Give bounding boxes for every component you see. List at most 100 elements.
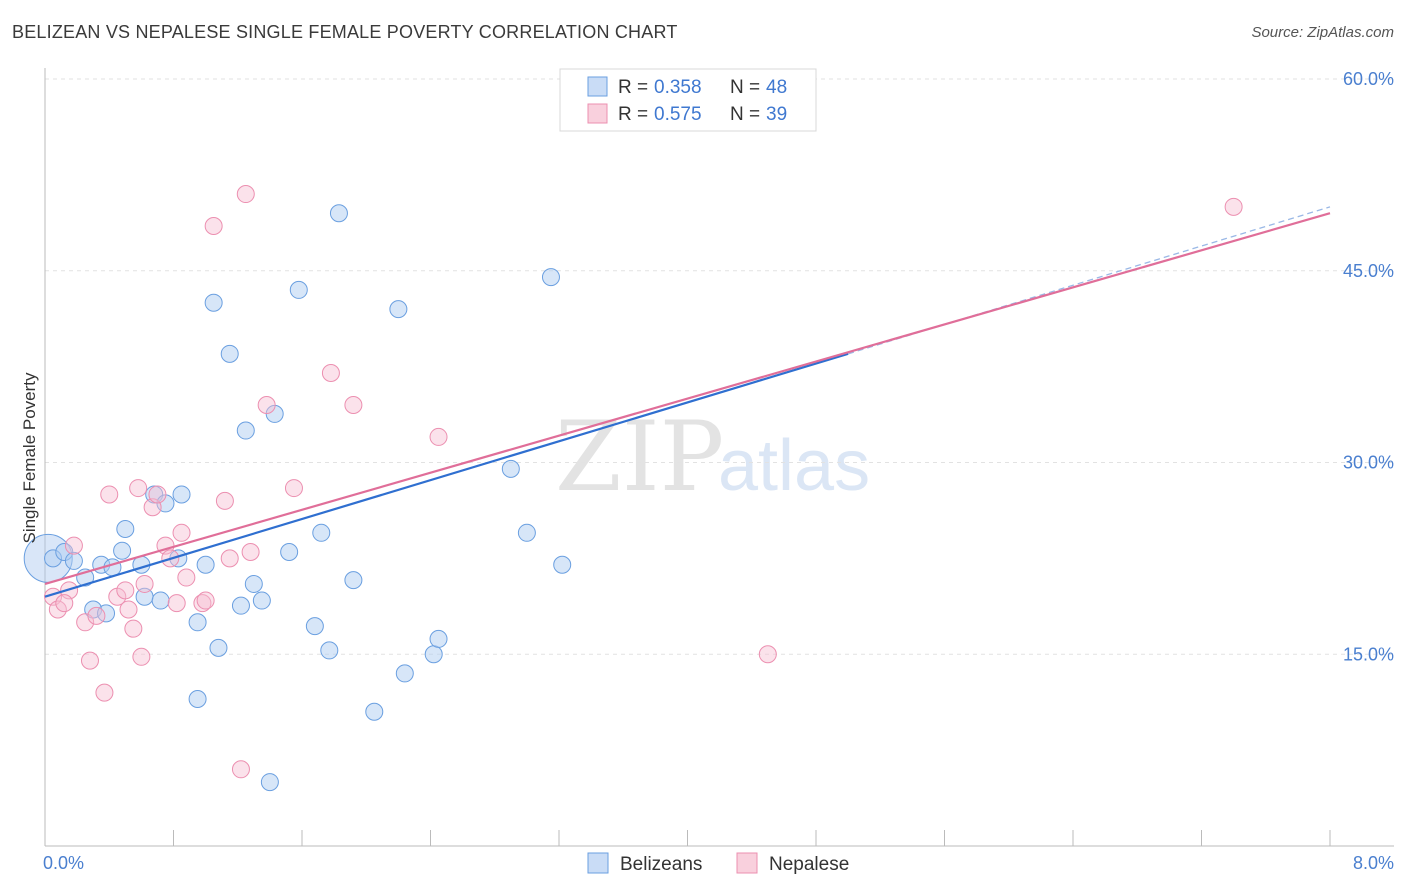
- point-belizeans-34: [344, 571, 363, 590]
- point-belizeans-42: [541, 268, 560, 287]
- point-nepalese-7: [95, 683, 114, 702]
- legend-n-label-1: N =: [730, 77, 760, 98]
- legend-n-value-2: 39: [766, 104, 787, 125]
- point-belizeans-22: [231, 596, 250, 615]
- point-nepalese-38: [196, 591, 215, 610]
- point-nepalese-22: [193, 594, 212, 613]
- point-nepalese-25: [220, 549, 239, 568]
- point-belizeans-18: [196, 555, 215, 574]
- point-belizeans-16: [172, 485, 191, 504]
- point-nepalese-28: [241, 542, 260, 561]
- point-belizeans-29: [289, 280, 308, 299]
- point-belizeans-37: [395, 664, 414, 683]
- point-belizeans-25: [252, 591, 271, 610]
- point-nepalese-14: [135, 574, 154, 593]
- point-nepalese-32: [344, 395, 363, 414]
- point-nepalese-21: [177, 568, 196, 587]
- data-points: [23, 185, 1243, 792]
- point-belizeans-23: [236, 421, 255, 440]
- watermark-atlas: atlas: [718, 426, 870, 506]
- point-nepalese-5: [80, 651, 99, 670]
- point-belizeans-33: [329, 204, 348, 223]
- point-belizeans-21: [220, 344, 239, 363]
- point-belizeans-8: [113, 541, 132, 560]
- point-nepalese-12: [124, 619, 143, 638]
- point-nepalese-37: [132, 647, 151, 666]
- point-belizeans-36: [389, 300, 408, 319]
- point-nepalese-31: [321, 364, 340, 383]
- point-belizeans-43: [553, 555, 572, 574]
- grid-lines: [45, 78, 1394, 655]
- point-nepalese-6: [87, 606, 106, 625]
- legend-swatch-nepalese: [587, 103, 608, 124]
- y-axis-label: Single Female Poverty: [20, 372, 39, 544]
- tick-labels: 15.0% 30.0% 45.0% 60.0% 0.0% 8.0%: [43, 69, 1394, 873]
- legend-r-value-2: 0.575: [654, 104, 702, 125]
- point-nepalese-4: [76, 613, 95, 632]
- point-belizeans-38: [424, 645, 443, 664]
- point-nepalese-29: [257, 395, 276, 414]
- trend-line-belizeans: [44, 352, 849, 598]
- bottom-legend-swatch-nepalese: [736, 852, 758, 874]
- legend-swatch-belizeans: [587, 76, 608, 97]
- legend-n-label-2: N =: [730, 104, 760, 125]
- axes: [44, 68, 1394, 847]
- trend-lines: [44, 206, 1331, 598]
- trend-line-nepalese: [44, 212, 1331, 585]
- legend-r-value-1: 0.358: [654, 77, 702, 98]
- bottom-legend-swatch-belizeans: [587, 852, 609, 874]
- point-nepalese-23: [204, 217, 223, 236]
- point-nepalese-16: [148, 485, 167, 504]
- bottom-legend-belizeans: Belizeans: [620, 854, 702, 875]
- point-nepalese-8: [100, 485, 119, 504]
- point-belizeans-17: [188, 613, 207, 632]
- y-tick-label-45: 45.0%: [1343, 261, 1394, 281]
- point-nepalese-20: [172, 523, 191, 542]
- point-belizeans-35: [365, 702, 384, 721]
- point-nepalese-27: [236, 185, 255, 204]
- y-tick-label-15: 15.0%: [1343, 644, 1394, 664]
- point-nepalese-19: [167, 594, 186, 613]
- point-belizeans-40: [501, 459, 520, 478]
- legend-r-label-1: R =: [618, 77, 648, 98]
- point-belizeans-30: [305, 617, 324, 636]
- point-belizeans-13: [151, 591, 170, 610]
- legend-n-value-1: 48: [766, 77, 787, 98]
- point-belizeans-24: [244, 574, 263, 593]
- point-belizeans-39: [429, 629, 448, 648]
- legend: R = 0.358 N = 48 R = 0.575 N = 39: [559, 68, 817, 132]
- point-nepalese-26: [231, 760, 250, 779]
- point-belizeans-32: [320, 641, 339, 660]
- point-belizeans-41: [517, 523, 536, 542]
- point-nepalese-24: [215, 491, 234, 510]
- point-nepalese-13: [129, 479, 148, 498]
- bottom-legend-nepalese: Nepalese: [769, 854, 849, 875]
- source-label: Source: ZipAtlas.com: [1251, 24, 1394, 41]
- point-nepalese-36: [55, 594, 74, 613]
- x-tick-label-0: 0.0%: [43, 853, 84, 873]
- point-nepalese-3: [64, 536, 83, 555]
- point-belizeans-19: [204, 293, 223, 312]
- bottom-legend: Belizeans Nepalese: [587, 852, 849, 875]
- point-nepalese-33: [429, 427, 448, 446]
- point-nepalese-30: [284, 479, 303, 498]
- point-nepalese-35: [1224, 197, 1243, 216]
- point-belizeans-44: [188, 689, 207, 708]
- y-tick-label-30: 30.0%: [1343, 453, 1394, 473]
- point-belizeans-26: [260, 773, 279, 792]
- legend-r-label-2: R =: [618, 104, 648, 125]
- watermark-zip: ZIP: [555, 401, 724, 513]
- x-tick-label-8: 8.0%: [1353, 853, 1394, 873]
- point-nepalese-10: [116, 581, 135, 600]
- point-belizeans-28: [280, 542, 299, 561]
- y-tick-label-60: 60.0%: [1343, 69, 1394, 89]
- point-belizeans-2: [64, 551, 83, 570]
- point-nepalese-1: [48, 600, 67, 619]
- chart-title: BELIZEAN VS NEPALESE SINGLE FEMALE POVER…: [12, 22, 678, 42]
- point-belizeans-9: [116, 519, 135, 538]
- point-belizeans-31: [312, 523, 331, 542]
- point-nepalese-34: [758, 645, 777, 664]
- point-nepalese-11: [119, 600, 138, 619]
- point-belizeans-20: [209, 638, 228, 657]
